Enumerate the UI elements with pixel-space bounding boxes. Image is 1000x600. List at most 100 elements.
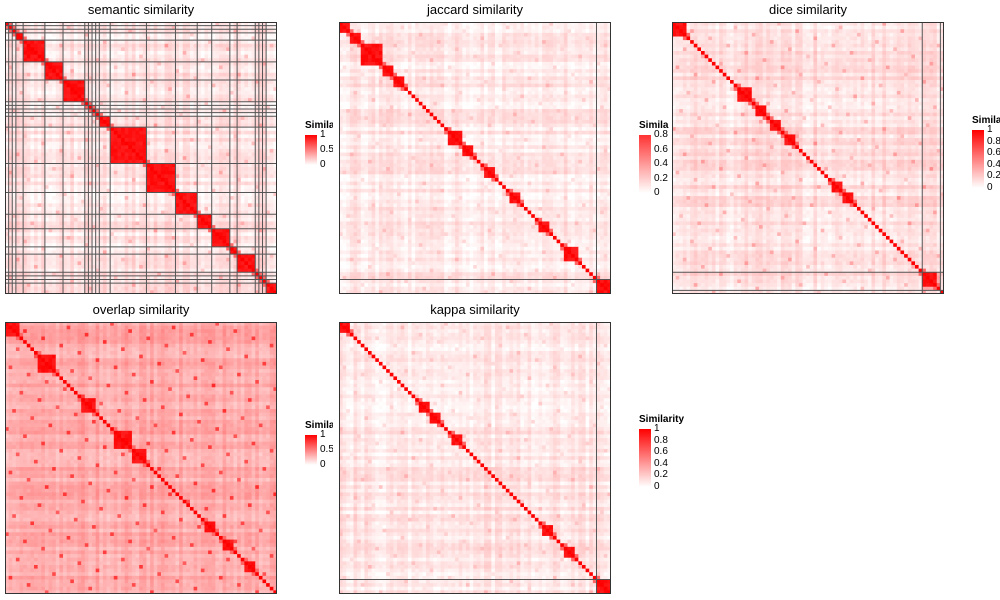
heatmap-cell — [229, 109, 234, 114]
heatmap-cell — [5, 36, 10, 41]
heatmap-cell — [8, 29, 13, 34]
heatmap-cell — [110, 101, 115, 106]
heatmap-cell — [106, 90, 111, 95]
heatmap-cell — [52, 90, 57, 95]
heatmap-cell — [146, 134, 151, 139]
heatmap-cell — [70, 98, 75, 103]
heatmap-cell — [226, 116, 231, 121]
heatmap-cell — [222, 192, 227, 197]
heatmap-cell — [128, 261, 133, 266]
heatmap-cell — [92, 94, 97, 99]
heatmap-cell — [121, 145, 126, 150]
heatmap-cell — [146, 32, 151, 37]
heatmap-cell — [77, 148, 82, 153]
heatmap-cell — [37, 130, 42, 135]
heatmap-cell — [41, 225, 46, 230]
heatmap-cell — [5, 40, 10, 45]
heatmap-cell — [200, 148, 205, 153]
heatmap-cell — [131, 235, 136, 240]
heatmap-cell — [55, 192, 60, 197]
heatmap-cell — [131, 87, 136, 92]
heatmap-cell — [26, 58, 31, 63]
heatmap-cell — [266, 51, 271, 56]
heatmap-cell — [110, 54, 115, 59]
heatmap-cell — [204, 185, 209, 190]
heatmap-cell — [175, 40, 180, 45]
heatmap-cell — [237, 112, 242, 117]
heatmap-cell — [146, 90, 151, 95]
heatmap-cell — [95, 105, 100, 110]
heatmap-cell — [218, 123, 223, 128]
heatmap-cell — [37, 214, 42, 219]
heatmap-cell — [273, 61, 277, 66]
heatmap-cell — [124, 217, 129, 222]
heatmap-cell — [193, 203, 198, 208]
heatmap-cell — [37, 159, 42, 164]
heatmap-cell — [175, 36, 180, 41]
heatmap-cell — [229, 94, 234, 99]
heatmap-cell — [44, 80, 49, 85]
heatmap-cell — [41, 29, 46, 34]
heatmap-cell — [121, 152, 126, 157]
heatmap-cell — [237, 156, 242, 161]
heatmap-cell — [70, 203, 75, 208]
heatmap-cell — [48, 119, 53, 124]
heatmap-cell — [99, 196, 104, 201]
heatmap-cell — [41, 127, 46, 132]
heatmap-cell — [30, 98, 35, 103]
heatmap-cell — [171, 228, 176, 233]
heatmap-cell — [63, 221, 68, 226]
heatmap-cell — [193, 254, 198, 259]
heatmap-cell — [150, 206, 155, 211]
heatmap-cell — [48, 145, 53, 150]
heatmap-cell — [12, 90, 17, 95]
heatmap-cell — [258, 58, 263, 63]
heatmap-cell — [215, 167, 220, 172]
heatmap-cell — [222, 127, 227, 132]
heatmap-cell — [146, 206, 151, 211]
heatmap-cell — [131, 228, 136, 233]
heatmap-cell — [110, 196, 115, 201]
heatmap-cell — [186, 40, 191, 45]
heatmap-cell — [189, 167, 194, 172]
heatmap-cell — [59, 40, 64, 45]
heatmap-cell — [139, 159, 144, 164]
heatmap-cell — [226, 167, 231, 172]
heatmap-cell — [179, 250, 184, 255]
heatmap-cell — [160, 76, 165, 81]
heatmap-cell — [84, 192, 89, 197]
heatmap-cell — [52, 94, 57, 99]
heatmap-cell — [208, 61, 213, 66]
heatmap-cell — [189, 87, 194, 92]
heatmap-cell — [88, 206, 93, 211]
heatmap-cell — [117, 72, 122, 77]
heatmap-cell — [240, 119, 245, 124]
heatmap-cell — [77, 225, 82, 230]
heatmap-cell — [106, 196, 111, 201]
heatmap-cell — [150, 98, 155, 103]
heatmap-cell — [70, 134, 75, 139]
heatmap-cell — [189, 47, 194, 52]
heatmap-cell — [150, 80, 155, 85]
heatmap-cell — [142, 51, 147, 56]
heatmap-cell — [193, 152, 198, 157]
heatmap-cell — [189, 32, 194, 37]
heatmap-cell — [266, 80, 271, 85]
heatmap-cell — [34, 40, 39, 45]
heatmap-cell — [226, 112, 231, 117]
heatmap-cell — [229, 101, 234, 106]
heatmap-cell — [99, 217, 104, 222]
heatmap-cell — [15, 185, 20, 190]
heatmap-cell — [179, 65, 184, 70]
heatmap-cell — [244, 36, 249, 41]
heatmap-cell — [12, 116, 17, 121]
heatmap-cell — [34, 152, 39, 157]
heatmap-cell — [128, 58, 133, 63]
heatmap-cell — [258, 25, 263, 30]
heatmap-cell — [211, 134, 216, 139]
heatmap-cell — [52, 210, 57, 215]
heatmap-cell — [52, 109, 57, 114]
heatmap-cell — [237, 192, 242, 197]
heatmap-cell — [269, 206, 274, 211]
heatmap-cell — [146, 235, 151, 240]
